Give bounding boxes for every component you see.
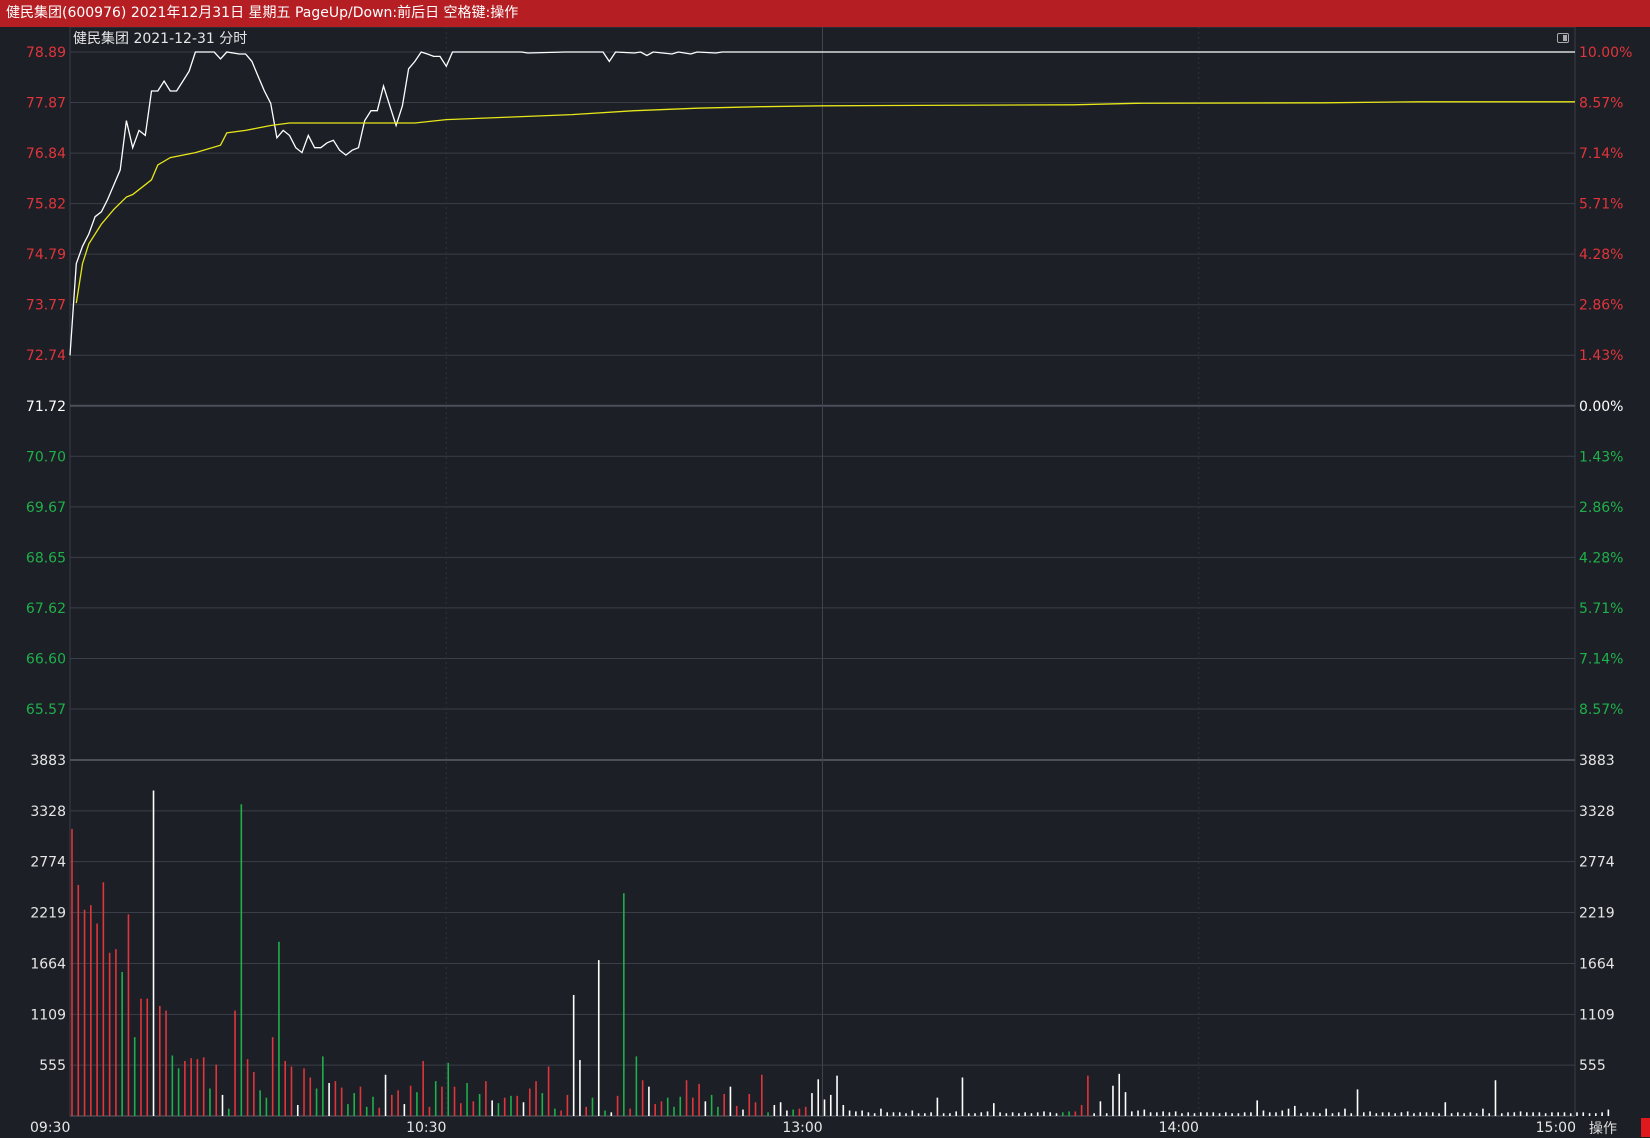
percent-tick-label: 1.43% [1579,449,1623,465]
price-tick-label: 71.72 [26,399,66,415]
volume-tick-label: 1664 [30,956,66,972]
volume-tick-label-right: 3328 [1579,804,1615,820]
operate-button[interactable]: 操作 [1589,1121,1617,1137]
percent-tick-label: 5.71% [1579,601,1623,617]
price-tick-label: 77.87 [26,96,66,112]
percent-tick-label: 7.14% [1579,651,1623,667]
price-tick-label: 75.82 [26,197,66,213]
average-price-line [75,101,1575,304]
volume-tick-label-right: 3883 [1579,753,1615,769]
price-line [69,51,1575,356]
window-title: 健民集团(600976) 2021年12月31日 星期五 PageUp/Down… [6,5,519,21]
price-tick-label: 73.77 [26,298,66,314]
chart-header: 健民集团 2021-12-31 分时 [73,30,247,47]
price-tick-label: 65.57 [26,702,66,718]
time-tick-label: 09:30 [30,1120,70,1136]
maximize-icon[interactable] [1557,33,1569,43]
price-tick-label: 74.79 [26,247,66,263]
percent-tick-label: 5.71% [1579,197,1623,213]
volume-tick-label-right: 1109 [1579,1007,1615,1023]
percent-tick-label: 2.86% [1579,298,1623,314]
percent-tick-label: 8.57% [1579,96,1623,112]
price-tick-label: 76.84 [26,146,66,162]
volume-tick-label-right: 1664 [1579,956,1615,972]
price-tick-label: 69.67 [26,500,66,516]
volume-tick-label: 3328 [30,804,66,820]
percent-tick-label: 10.00% [1579,45,1632,61]
price-tick-label: 70.70 [26,449,66,465]
time-tick-label: 13:00 [782,1120,822,1136]
percent-tick-label: 7.14% [1579,146,1623,162]
volume-tick-label-right: 555 [1579,1058,1606,1074]
price-tick-label: 67.62 [26,601,66,617]
percent-tick-label: 1.43% [1579,348,1623,364]
volume-tick-label: 2219 [30,906,66,922]
volume-tick-label: 555 [39,1058,66,1074]
price-tick-label: 78.89 [26,45,66,61]
intraday-chart[interactable]: 健民集团 2021-12-31 分时 78.89 10.00% 77.87 8.57%… [0,27,1650,1137]
percent-tick-label: 4.28% [1579,247,1623,263]
volume-tick-label-right: 2774 [1579,855,1615,871]
time-tick-label: 10:30 [406,1120,446,1136]
volume-tick-label: 2774 [30,855,66,871]
volume-tick-label: 3883 [30,753,66,769]
price-tick-label: 66.60 [26,651,66,667]
percent-tick-label: 0.00% [1579,399,1623,415]
volume-tick-label: 1109 [30,1007,66,1023]
percent-tick-label: 2.86% [1579,500,1623,516]
time-tick-label: 15:00 [1536,1120,1576,1136]
volume-tick-label-right: 2219 [1579,906,1615,922]
window-title-bar: 健民集团(600976) 2021年12月31日 星期五 PageUp/Down… [0,0,1650,27]
price-tick-label: 68.65 [26,550,66,566]
status-indicator [1641,1118,1650,1137]
price-tick-label: 72.74 [26,348,66,364]
time-tick-label: 14:00 [1159,1120,1199,1136]
percent-tick-label: 8.57% [1579,702,1623,718]
percent-tick-label: 4.28% [1579,550,1623,566]
